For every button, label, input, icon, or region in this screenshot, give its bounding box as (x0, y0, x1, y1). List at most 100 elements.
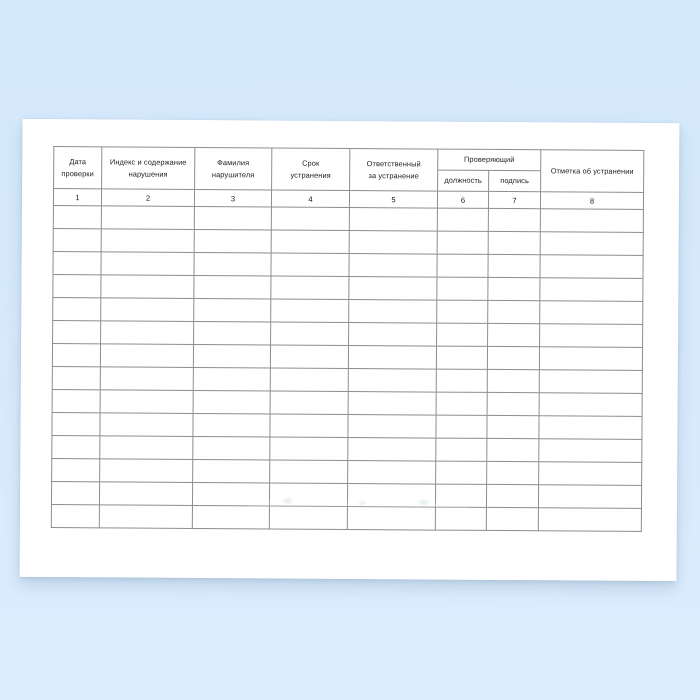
table-cell[interactable] (539, 254, 644, 279)
table-cell[interactable] (194, 229, 272, 253)
table-cell[interactable] (192, 505, 270, 529)
table-cell[interactable] (347, 437, 436, 462)
table-cell[interactable] (348, 276, 437, 301)
table-cell[interactable] (100, 366, 194, 391)
table-cell[interactable] (349, 207, 438, 232)
table-cell[interactable] (539, 277, 643, 302)
table-cell[interactable] (101, 205, 195, 230)
table-cell[interactable] (488, 231, 541, 255)
table-cell[interactable] (539, 369, 643, 394)
table-cell[interactable] (269, 482, 348, 507)
table-cell[interactable] (52, 343, 101, 367)
table-cell[interactable] (538, 484, 642, 509)
table-cell[interactable] (540, 208, 644, 233)
table-cell[interactable] (100, 274, 194, 299)
table-cell[interactable] (348, 368, 437, 393)
table-cell[interactable] (193, 390, 271, 414)
table-cell[interactable] (486, 438, 539, 462)
table-cell[interactable] (487, 346, 540, 370)
table-cell[interactable] (193, 275, 271, 299)
table-cell[interactable] (436, 300, 488, 324)
table-cell[interactable] (436, 277, 488, 301)
table-cell[interactable] (53, 205, 102, 229)
table-cell[interactable] (269, 459, 348, 484)
table-cell[interactable] (540, 231, 644, 256)
table-cell[interactable] (437, 208, 489, 232)
table-cell[interactable] (435, 507, 487, 531)
table-cell[interactable] (270, 344, 349, 369)
table-cell[interactable] (435, 415, 488, 439)
table-cell[interactable] (99, 481, 193, 506)
table-cell[interactable] (192, 436, 270, 460)
table-cell[interactable] (99, 504, 193, 529)
table-cell[interactable] (193, 298, 271, 322)
table-cell[interactable] (347, 414, 437, 439)
table-row[interactable] (51, 504, 642, 532)
table-cell[interactable] (51, 504, 100, 528)
table-cell[interactable] (348, 299, 437, 324)
table-cell[interactable] (487, 254, 541, 278)
table-cell[interactable] (270, 367, 349, 392)
table-cell[interactable] (436, 323, 488, 347)
table-cell[interactable] (488, 208, 541, 232)
table-cell[interactable] (51, 435, 100, 459)
table-cell[interactable] (348, 391, 437, 416)
table-cell[interactable] (192, 413, 271, 437)
table-cell[interactable] (51, 412, 101, 436)
table-cell[interactable] (100, 297, 194, 322)
table-cell[interactable] (99, 435, 193, 460)
table-cell[interactable] (53, 228, 102, 252)
table-cell[interactable] (348, 253, 438, 278)
table-cell[interactable] (348, 345, 437, 370)
table-cell[interactable] (269, 505, 348, 530)
table-cell[interactable] (270, 252, 350, 277)
table-cell[interactable] (538, 507, 642, 532)
table-cell[interactable] (51, 481, 100, 505)
table-cell[interactable] (270, 275, 349, 300)
table-cell[interactable] (100, 389, 194, 414)
table-cell[interactable] (100, 320, 194, 345)
table-cell[interactable] (435, 484, 487, 508)
table-cell[interactable] (349, 230, 438, 255)
table-cell[interactable] (435, 438, 487, 462)
table-cell[interactable] (486, 461, 539, 485)
table-cell[interactable] (487, 392, 540, 416)
table-cell[interactable] (347, 460, 436, 485)
table-cell[interactable] (52, 274, 101, 298)
table-cell[interactable] (347, 483, 436, 508)
table-cell[interactable] (538, 438, 642, 463)
table-cell[interactable] (486, 507, 539, 531)
table-cell[interactable] (100, 251, 195, 276)
table-cell[interactable] (269, 413, 349, 438)
table-cell[interactable] (101, 228, 195, 253)
table-cell[interactable] (539, 392, 643, 417)
table-cell[interactable] (52, 389, 101, 413)
table-cell[interactable] (193, 344, 271, 368)
table-cell[interactable] (436, 369, 488, 393)
table-cell[interactable] (487, 369, 540, 393)
table-cell[interactable] (486, 415, 540, 439)
table-cell[interactable] (347, 506, 436, 531)
table-cell[interactable] (52, 320, 101, 344)
table-cell[interactable] (538, 461, 642, 486)
table-cell[interactable] (99, 458, 193, 483)
table-cell[interactable] (271, 206, 350, 231)
table-cell[interactable] (539, 323, 643, 348)
table-cell[interactable] (99, 412, 194, 437)
table-cell[interactable] (348, 322, 437, 347)
table-cell[interactable] (269, 436, 348, 461)
table-cell[interactable] (538, 415, 643, 440)
table-cell[interactable] (52, 251, 102, 275)
table-cell[interactable] (271, 229, 350, 254)
table-cell[interactable] (193, 367, 271, 391)
table-cell[interactable] (192, 459, 270, 483)
table-cell[interactable] (51, 458, 100, 482)
table-cell[interactable] (487, 300, 540, 324)
table-cell[interactable] (52, 297, 101, 321)
table-cell[interactable] (193, 252, 272, 276)
table-cell[interactable] (486, 484, 539, 508)
table-cell[interactable] (270, 390, 349, 415)
table-cell[interactable] (437, 231, 489, 255)
table-cell[interactable] (193, 321, 271, 345)
table-cell[interactable] (270, 298, 349, 323)
